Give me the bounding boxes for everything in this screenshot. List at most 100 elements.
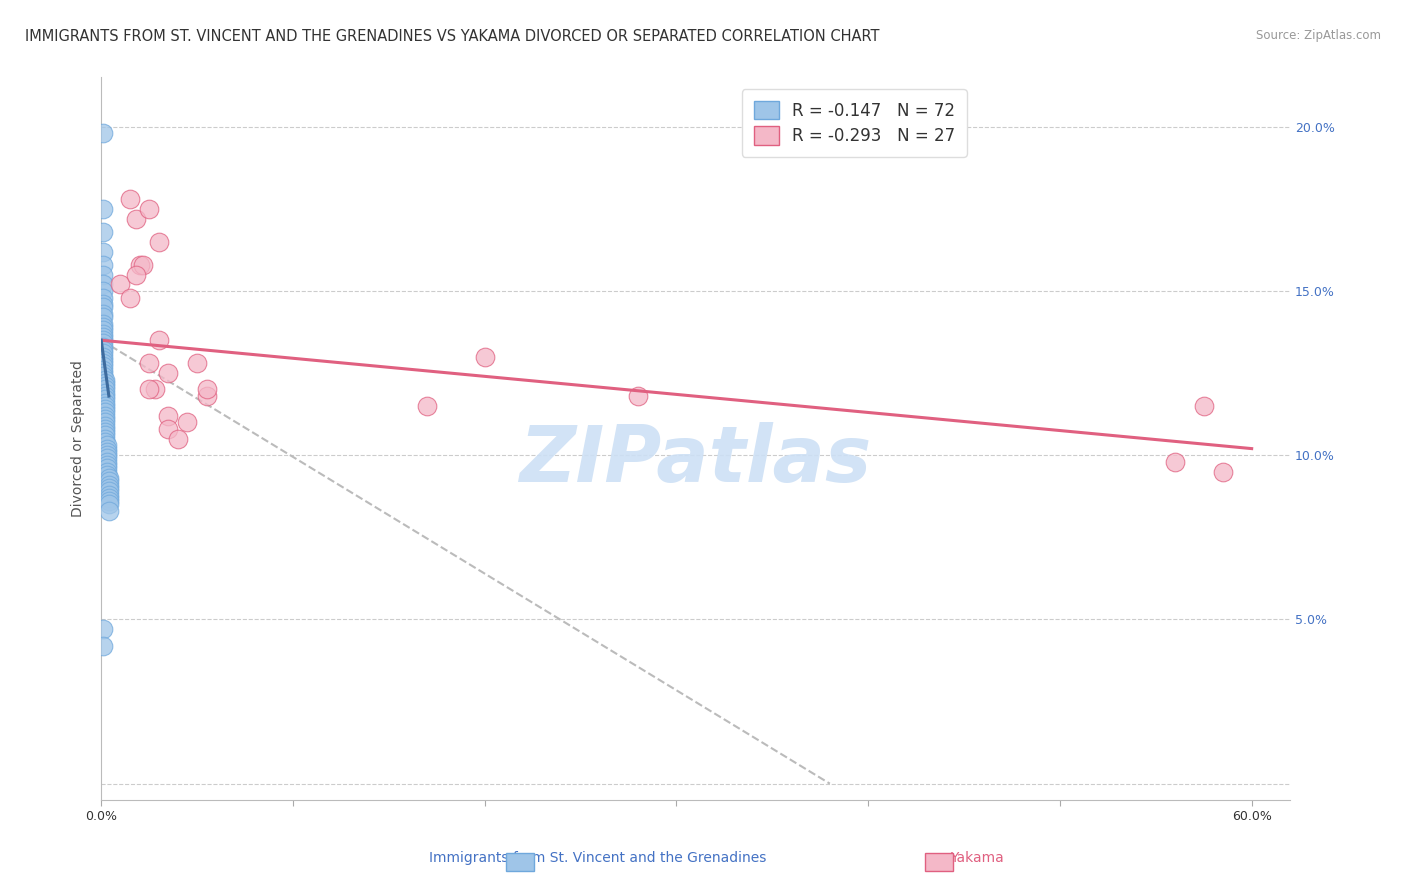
Point (97, 477, 120, 491)
Point (91, 622, 114, 636)
Point (94, 389, 117, 403)
Point (91, 346, 114, 360)
Point (91, 258, 114, 272)
Point (97, 491, 120, 505)
Point (97, 494, 120, 508)
Point (186, 356, 208, 370)
Point (118, 291, 141, 305)
Point (91, 320, 114, 334)
Point (91, 326, 114, 341)
Point (91, 268, 114, 282)
Point (91, 202, 114, 216)
Point (94, 392, 117, 407)
Point (91, 225, 114, 239)
Point (91, 330, 114, 344)
Point (157, 422, 180, 436)
Point (97, 504, 120, 518)
Text: Source: ZipAtlas.com: Source: ZipAtlas.com (1256, 29, 1381, 42)
Text: ZIPatlas: ZIPatlas (519, 423, 872, 499)
Point (91, 291, 114, 305)
Legend: R = -0.147   N = 72, R = -0.293   N = 27: R = -0.147 N = 72, R = -0.293 N = 27 (742, 89, 967, 157)
Point (91, 333, 114, 347)
Point (148, 235, 170, 249)
Point (94, 415, 117, 429)
Point (128, 258, 150, 272)
Point (97, 484, 120, 499)
Point (94, 376, 117, 390)
Text: Immigrants from St. Vincent and the Grenadines: Immigrants from St. Vincent and the Gren… (429, 851, 766, 865)
Point (94, 385, 117, 400)
Point (132, 258, 155, 272)
Point (91, 277, 114, 292)
Point (148, 333, 170, 347)
Point (97, 481, 120, 495)
Point (96, 461, 118, 475)
Point (157, 366, 180, 380)
Text: Yakama: Yakama (950, 851, 1004, 865)
Point (176, 415, 198, 429)
Point (91, 366, 114, 380)
Point (96, 438, 118, 452)
Point (96, 445, 118, 459)
Point (167, 432, 190, 446)
Point (91, 297, 114, 311)
Point (94, 418, 117, 433)
Point (1192, 399, 1215, 413)
Point (94, 432, 117, 446)
Point (94, 373, 117, 387)
Point (96, 465, 118, 479)
Point (1164, 455, 1187, 469)
Point (627, 389, 650, 403)
Point (96, 442, 118, 456)
Point (97, 487, 120, 501)
Point (1212, 465, 1234, 479)
Y-axis label: Divorced or Separated: Divorced or Separated (72, 360, 86, 517)
Point (91, 363, 114, 377)
Point (94, 379, 117, 393)
Point (195, 383, 218, 397)
Point (94, 428, 117, 442)
Point (91, 301, 114, 315)
Point (91, 244, 114, 259)
Point (125, 211, 148, 226)
Point (94, 435, 117, 450)
Point (118, 192, 141, 206)
Point (96, 455, 118, 469)
Point (94, 425, 117, 440)
Point (97, 475, 120, 489)
Point (91, 310, 114, 325)
Point (138, 202, 160, 216)
Point (138, 383, 160, 397)
Point (94, 422, 117, 436)
Point (96, 451, 118, 466)
Point (91, 323, 114, 337)
Point (91, 340, 114, 354)
Point (195, 389, 218, 403)
Point (91, 352, 114, 367)
Point (138, 356, 160, 370)
Point (91, 350, 114, 364)
Point (94, 409, 117, 423)
Point (125, 268, 148, 282)
Point (91, 369, 114, 384)
Point (96, 467, 118, 482)
Point (94, 405, 117, 419)
Text: IMMIGRANTS FROM ST. VINCENT AND THE GRENADINES VS YAKAMA DIVORCED OR SEPARATED C: IMMIGRANTS FROM ST. VINCENT AND THE GREN… (25, 29, 880, 44)
Point (94, 402, 117, 417)
Point (143, 383, 166, 397)
Point (94, 383, 117, 397)
Point (97, 498, 120, 512)
Point (91, 307, 114, 321)
Point (94, 412, 117, 426)
Point (94, 399, 117, 413)
Point (91, 356, 114, 370)
Point (91, 126, 114, 140)
Point (91, 284, 114, 298)
Point (97, 471, 120, 485)
Point (474, 350, 496, 364)
Point (91, 639, 114, 653)
Point (91, 343, 114, 357)
Point (91, 359, 114, 374)
Point (91, 317, 114, 331)
Point (91, 336, 114, 351)
